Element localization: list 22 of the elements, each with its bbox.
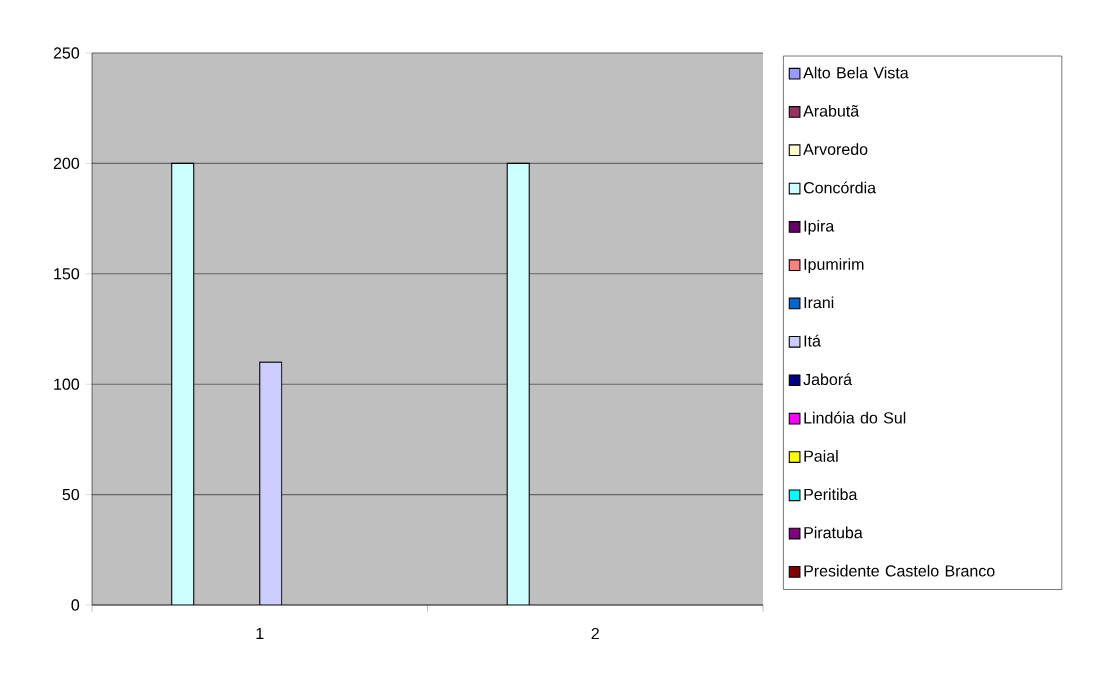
x-tick-label: 2 [591,627,599,640]
legend-label: Paial [804,450,838,462]
legend-label: Alto Bela Vista [803,66,909,79]
legend-label: Piratuba [804,526,863,539]
legend-label: Arvoredo [803,143,868,155]
y-tick-label: 250 [53,47,80,59]
legend-label: Ipumirim [804,258,864,274]
legend-label: Arabutã [803,104,860,117]
y-tick-label: 200 [53,157,80,170]
legend-label: Presidente Castelo Branco [804,564,995,577]
y-tick-label: 150 [54,268,80,280]
y-tick-label: 50 [62,488,80,501]
y-tick-label: 0 [71,599,80,611]
legend-label: Concórdia [803,181,877,194]
legend-label: Irani [804,296,834,309]
legend-label: Peritiba [804,488,858,501]
x-tick-label: 1 [256,627,264,639]
legend-label: Itá [804,334,821,347]
y-tick-label: 100 [54,378,80,390]
legend-label: Jaborá [803,373,853,386]
legend-label: Lindóia do Sul [804,411,906,424]
legend-label: Ipira [804,219,835,235]
